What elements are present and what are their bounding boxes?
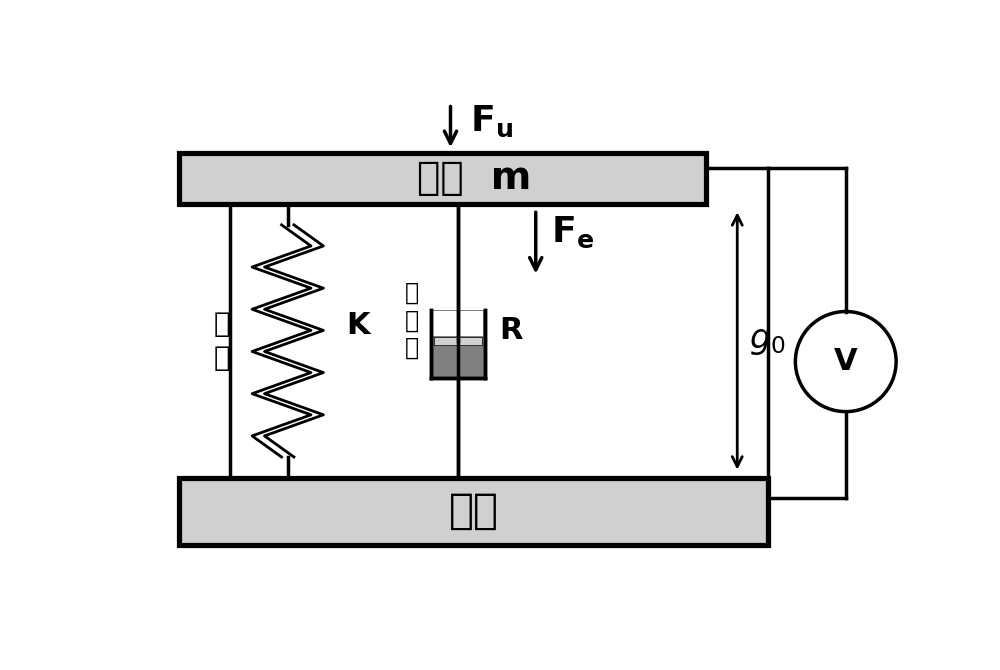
Text: 弹
簧: 弹 簧 [214, 310, 230, 373]
Bar [433, 310, 484, 377]
Text: R: R [499, 316, 523, 345]
Text: $\mathbf{F_e}$: $\mathbf{F_e}$ [551, 214, 594, 250]
Text: 质量  m: 质量 m [417, 159, 531, 198]
Bar [434, 336, 482, 345]
Text: 阻
尼
器: 阻 尼 器 [405, 281, 419, 360]
Bar [179, 478, 768, 545]
Ellipse shape [795, 312, 896, 411]
Text: K: K [346, 311, 370, 340]
Text: 衬底: 衬底 [449, 490, 499, 532]
Text: $g_0$: $g_0$ [749, 324, 785, 357]
Text: V: V [834, 347, 858, 376]
Bar [433, 311, 483, 336]
Text: $\mathbf{F_u}$: $\mathbf{F_u}$ [470, 104, 513, 139]
Bar [179, 153, 706, 204]
